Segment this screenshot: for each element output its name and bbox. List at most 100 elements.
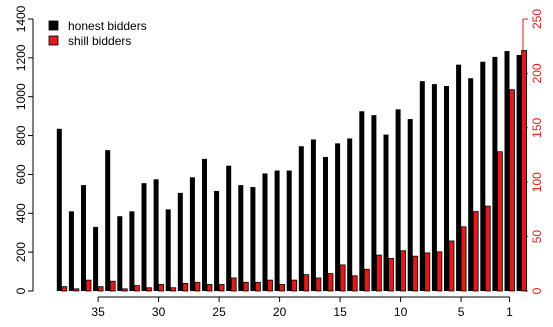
honest-bar-29	[407, 119, 413, 291]
left-tick-label-3: 600	[14, 164, 28, 184]
shill-bar-7	[146, 287, 152, 292]
shill-bar-20	[303, 274, 310, 292]
honest-bar-37	[504, 51, 510, 291]
honest-bar-8	[153, 179, 159, 291]
left-tick-label-5: 1000	[14, 83, 28, 110]
left-tick-label-0: 0	[14, 287, 28, 294]
shill-bar-1	[73, 288, 80, 292]
shill-bar-30	[424, 252, 431, 292]
left-tick-label-7: 1400	[14, 5, 28, 32]
x-tick-label-2: 25	[212, 305, 226, 319]
x-tick-label-6: 5	[458, 305, 465, 319]
honest-bar-36	[492, 56, 498, 292]
shill-bar-18	[279, 284, 286, 292]
shill-bar-23	[339, 264, 346, 292]
shill-bar-24	[351, 275, 358, 292]
x-tick-label-5: 10	[394, 305, 408, 319]
shill-bar-6	[133, 285, 140, 292]
shill-bar-3	[97, 286, 104, 292]
honest-bar-20	[298, 146, 304, 291]
left-y-axis: 0 200 400 600 800 1000 1200 1400	[14, 5, 34, 294]
shill-bar-12	[206, 284, 213, 292]
honest-bar-33	[456, 64, 462, 292]
honest-bar-35	[480, 61, 486, 291]
shill-bar-37	[509, 89, 515, 292]
honest-bar-34	[468, 78, 474, 291]
bars	[56, 50, 527, 292]
honest-bar-28	[395, 109, 401, 291]
shill-bar-14	[230, 277, 237, 292]
honest-bar-10	[177, 192, 183, 291]
shill-bar-2	[85, 279, 92, 292]
legend-label-0: honest bidders	[68, 19, 147, 33]
shill-bar-22	[327, 273, 334, 292]
shill-bar-26	[375, 254, 382, 292]
shill-bar-27	[388, 257, 394, 292]
shill-bar-15	[242, 281, 249, 292]
shill-bar-19	[291, 279, 298, 292]
legend-swatch-1	[48, 35, 59, 46]
honest-bar-27	[383, 134, 389, 291]
honest-bar-16	[250, 187, 256, 291]
honest-bar-32	[444, 86, 449, 292]
honest-bar-14	[226, 165, 232, 291]
honest-bar-4	[105, 150, 111, 291]
shill-bar-5	[121, 288, 128, 292]
honest-bar-15	[238, 185, 244, 291]
legend-swatch-0	[48, 20, 59, 31]
shill-bar-13	[218, 284, 225, 292]
honest-bar-9	[165, 209, 171, 291]
shill-bar-8	[158, 284, 165, 292]
right-tick-label-0: 0	[530, 287, 544, 294]
honest-bar-26	[371, 115, 377, 292]
shill-bar-29	[412, 255, 419, 292]
x-tick-label-4: 15	[333, 305, 347, 319]
right-tick-label-4: 200	[530, 63, 544, 83]
honest-bar-25	[359, 111, 365, 292]
honest-bar-6	[129, 211, 135, 291]
left-tick-label-2: 400	[14, 203, 28, 223]
shill-bar-9	[170, 287, 177, 292]
honest-bar-31	[431, 84, 437, 291]
honest-bar-3	[93, 226, 99, 291]
shill-bar-4	[109, 280, 116, 292]
honest-bar-11	[189, 177, 195, 291]
shill-bar-36	[496, 151, 503, 292]
honest-bar-23	[335, 143, 341, 291]
x-tick-label-0: 35	[91, 305, 105, 319]
honest-bar-7	[141, 183, 147, 291]
shill-bar-38	[521, 50, 527, 292]
shill-bar-10	[182, 282, 189, 292]
shill-bar-11	[194, 281, 201, 292]
x-tick-label-3: 20	[273, 305, 287, 319]
x-tick-label-7: 1	[506, 305, 513, 319]
honest-bar-2	[81, 185, 86, 291]
shill-bar-16	[254, 281, 261, 292]
right-tick-label-1: 50	[530, 230, 544, 244]
left-tick-label-4: 800	[14, 125, 28, 145]
legend-label-1: shill bidders	[68, 34, 131, 48]
honest-bar-18	[274, 170, 280, 291]
x-tick-label-1: 30	[152, 305, 166, 319]
honest-bar-24	[347, 138, 353, 291]
right-tick-label-2: 100	[530, 172, 544, 192]
honest-bar-22	[323, 156, 328, 291]
honest-bar-19	[286, 170, 292, 291]
shill-bar-0	[61, 286, 68, 292]
honest-bar-12	[202, 158, 207, 291]
shill-bar-17	[267, 279, 273, 292]
shill-bar-28	[400, 250, 407, 292]
honest-bar-5	[117, 216, 123, 291]
shill-bar-21	[315, 277, 322, 292]
x-axis: 35 30 25 20 15 10 5 1	[91, 296, 513, 319]
right-tick-label-5: 250	[530, 9, 544, 29]
shill-bar-33	[460, 226, 467, 292]
left-tick-label-6: 1200	[14, 44, 28, 71]
honest-bar-0	[56, 128, 62, 291]
shill-bar-31	[436, 251, 443, 292]
left-tick-label-1: 200	[14, 242, 28, 262]
right-tick-label-3: 150	[530, 117, 544, 137]
honest-bar-30	[419, 81, 425, 292]
